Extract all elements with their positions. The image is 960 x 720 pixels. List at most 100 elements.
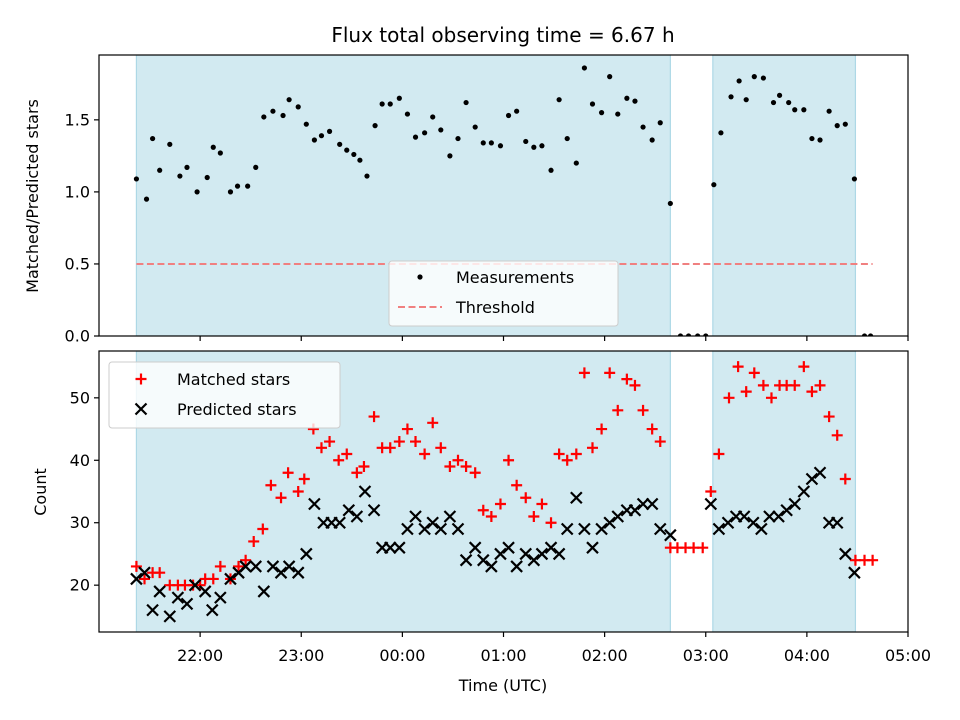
legend-measurements-marker: [417, 274, 423, 280]
measurement-point: [303, 121, 309, 127]
predicted-star-point: [552, 547, 566, 561]
predicted-star-point: [636, 497, 650, 511]
measurement-point: [581, 65, 588, 71]
predicted-star-point: [603, 516, 616, 529]
matched-star-point: [460, 461, 472, 473]
bottom-plot-area: [130, 351, 879, 632]
measurement-point: [396, 95, 402, 101]
measurement-point: [711, 182, 717, 188]
predicted-star-point: [409, 510, 422, 523]
matched-star-point: [298, 473, 310, 485]
measurement-point: [295, 104, 301, 110]
x-tick-label: 22:00: [177, 646, 223, 665]
measurement-point: [227, 189, 234, 195]
bottom-y-axis-label: Count: [31, 468, 50, 516]
measurement-point: [624, 95, 630, 101]
measurement-point: [472, 124, 478, 130]
predicted-star-point: [239, 560, 252, 573]
measurement-point: [505, 112, 512, 119]
x-axis-label: Time (UTC): [458, 676, 547, 695]
top-legend-box: [388, 260, 619, 327]
predicted-star-point: [468, 541, 482, 554]
matched-star-point: [654, 436, 666, 448]
measurement-point: [589, 101, 596, 107]
measurement-point: [657, 120, 663, 126]
predicted-star-point: [653, 522, 667, 536]
measurement-point: [245, 183, 251, 189]
matched-star-point: [384, 442, 396, 454]
matched-star-point: [723, 392, 735, 404]
predicted-star-point: [780, 503, 793, 517]
predicted-star-point: [146, 603, 159, 617]
predicted-star-point: [704, 497, 718, 511]
bottom-y-tick-label: 30: [70, 513, 90, 532]
matched-star-point: [831, 429, 843, 441]
predicted-star-point: [266, 560, 280, 573]
matched-star-point: [130, 560, 142, 572]
matched-star-point: [604, 367, 616, 379]
measurement-point: [703, 333, 709, 336]
matched-star-point: [257, 523, 269, 535]
measurement-point: [311, 137, 317, 143]
bottom-y-tick-label: 20: [70, 576, 90, 595]
measurement-point: [667, 200, 673, 207]
matched-star-point: [139, 573, 151, 585]
predicted-star-point: [805, 472, 819, 486]
matched-star-point: [292, 486, 304, 497]
predicted-star-point: [848, 566, 861, 579]
measurement-point: [640, 124, 646, 130]
predicted-star-point: [494, 547, 507, 561]
predicted-star-point: [813, 466, 827, 480]
bottom-observing-interval: [712, 351, 857, 632]
measurement-point: [455, 135, 461, 142]
matched-star-point: [233, 560, 245, 572]
matched-star-point: [757, 379, 769, 391]
measurement-point: [387, 101, 393, 107]
legend-matched-marker: [135, 373, 147, 385]
measurement-point: [851, 176, 858, 182]
measurement-point: [217, 150, 223, 156]
predicted-star-point: [664, 528, 677, 542]
predicted-star-point: [560, 522, 574, 536]
matched-star-point: [275, 492, 287, 504]
measurement-point: [261, 114, 267, 120]
predicted-star-point: [214, 591, 227, 604]
predicted-star-point: [291, 566, 305, 579]
matched-star-point: [341, 448, 353, 460]
matched-star-point: [324, 436, 336, 448]
measurement-point: [867, 333, 874, 336]
predicted-star-point: [130, 572, 143, 586]
predicted-star-point: [401, 522, 414, 536]
matched-star-point: [410, 436, 422, 448]
predicted-star-point: [476, 553, 490, 567]
predicted-star-point: [510, 560, 523, 573]
matched-star-point: [282, 467, 294, 479]
matched-star-point: [732, 361, 744, 373]
measurement-point: [632, 98, 638, 104]
matched-star-point: [469, 467, 481, 479]
matched-star-point: [586, 442, 598, 454]
top-y-tick-label: 1.5: [65, 110, 90, 129]
measurement-point: [149, 135, 156, 142]
matched-star-point: [578, 367, 590, 379]
matched-star-point: [765, 392, 777, 404]
predicted-star-point: [426, 516, 439, 529]
measurement-point: [422, 130, 428, 136]
legend-predicted-marker: [134, 402, 148, 416]
matched-star-point: [748, 367, 760, 379]
predicted-star-point: [578, 522, 591, 536]
matched-star-point: [358, 461, 370, 473]
measurement-point: [649, 137, 655, 143]
measurement-point: [184, 164, 190, 170]
matched-star-point: [444, 461, 456, 473]
matched-star-point: [401, 423, 413, 435]
measurement-point: [695, 333, 701, 336]
x-tick-label: 02:00: [582, 646, 628, 665]
measurement-point: [615, 111, 621, 117]
matched-star-point: [806, 386, 818, 398]
matched-star-point: [427, 417, 439, 429]
measurement-point: [379, 101, 385, 107]
matched-star-point: [561, 454, 573, 466]
matched-star-point: [705, 486, 717, 497]
matched-star-point: [494, 498, 506, 510]
